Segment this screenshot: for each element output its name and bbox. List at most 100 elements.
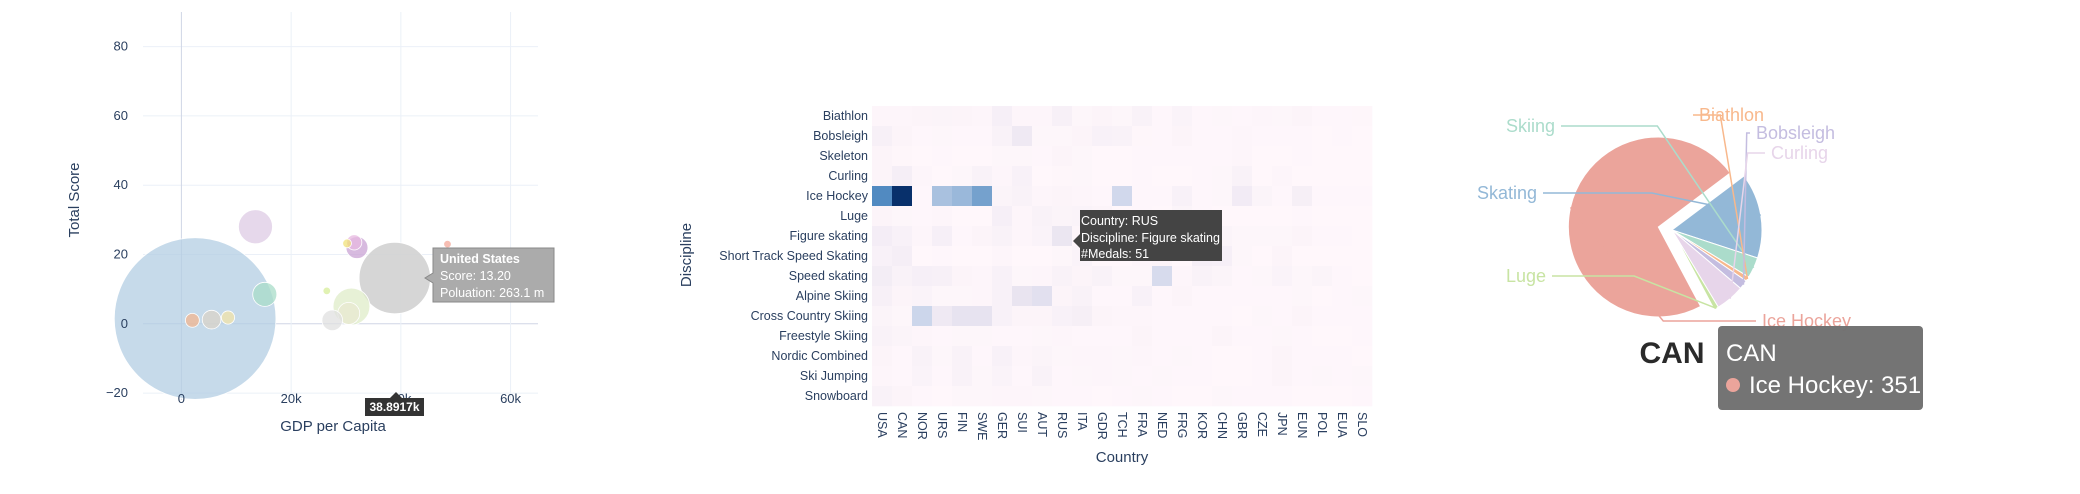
heatmap-cell[interactable] [992,126,1013,147]
heatmap-cell[interactable] [1252,326,1273,347]
heatmap-cell[interactable] [992,206,1013,227]
heatmap-cell[interactable] [1292,186,1313,207]
heatmap-cell[interactable] [872,146,893,167]
heatmap-cell[interactable] [1232,386,1253,407]
bubble-point[interactable] [201,309,222,330]
heatmap-cell[interactable] [1112,186,1133,207]
heatmap-cell[interactable] [1332,226,1353,247]
heatmap-cell[interactable] [932,206,953,227]
heatmap-cell[interactable] [1332,386,1353,407]
heatmap-cell[interactable] [1172,306,1193,327]
heatmap-cell[interactable] [1172,166,1193,187]
heatmap-cell[interactable] [932,386,953,407]
heatmap-cell[interactable] [932,106,953,127]
heatmap-cell[interactable] [1012,326,1033,347]
heatmap-cell[interactable] [912,106,933,127]
heatmap-cell[interactable] [1212,386,1233,407]
heatmap-cell[interactable] [1212,126,1233,147]
heatmap-cell[interactable] [1272,246,1293,267]
heatmap-cell[interactable] [1312,106,1333,127]
heatmap-cell[interactable] [1292,126,1313,147]
heatmap-cell[interactable] [1112,266,1133,287]
heatmap-cell[interactable] [1052,306,1073,327]
heatmap-cell[interactable] [952,266,973,287]
heatmap-cell[interactable] [892,186,913,207]
heatmap-cell[interactable] [1072,366,1093,387]
heatmap-cell[interactable] [1332,246,1353,267]
heatmap-cell[interactable] [932,186,953,207]
heatmap-cell[interactable] [892,206,913,227]
heatmap-cell[interactable] [1012,386,1033,407]
heatmap-cell[interactable] [1192,266,1213,287]
heatmap-cell[interactable] [1072,346,1093,367]
heatmap-cell[interactable] [1072,166,1093,187]
heatmap-cell[interactable] [912,246,933,267]
heatmap-cell[interactable] [1332,306,1353,327]
heatmap-cell[interactable] [952,286,973,307]
heatmap-cell[interactable] [1172,106,1193,127]
heatmap-cell[interactable] [1332,106,1353,127]
heatmap-cell[interactable] [952,366,973,387]
heatmap-cell[interactable] [1132,326,1153,347]
heatmap-cell[interactable] [1112,126,1133,147]
heatmap-cell[interactable] [1012,286,1033,307]
heatmap-cell[interactable] [1032,226,1053,247]
heatmap-cell[interactable] [1012,106,1033,127]
heatmap-cell[interactable] [892,106,913,127]
heatmap-cell[interactable] [1052,106,1073,127]
heatmap-cell[interactable] [1032,326,1053,347]
heatmap-cell[interactable] [1312,206,1333,227]
heatmap-cells[interactable] [872,106,1373,407]
heatmap-cell[interactable] [872,266,893,287]
heatmap-cell[interactable] [1212,186,1233,207]
heatmap-cell[interactable] [1352,326,1373,347]
heatmap-cell[interactable] [872,126,893,147]
heatmap-cell[interactable] [972,266,993,287]
heatmap-cell[interactable] [972,106,993,127]
heatmap-cell[interactable] [1172,126,1193,147]
heatmap-cell[interactable] [1232,206,1253,227]
heatmap-cell[interactable] [912,366,933,387]
heatmap-cell[interactable] [1092,286,1113,307]
heatmap-cell[interactable] [1312,306,1333,327]
heatmap-cell[interactable] [952,346,973,367]
heatmap-cell[interactable] [992,306,1013,327]
heatmap-cell[interactable] [1232,106,1253,127]
heatmap-cell[interactable] [912,326,933,347]
heatmap-cell[interactable] [952,126,973,147]
heatmap-cell[interactable] [892,166,913,187]
heatmap-cell[interactable] [1332,206,1353,227]
heatmap-cell[interactable] [1192,306,1213,327]
heatmap-cell[interactable] [1212,106,1233,127]
bubble-point[interactable] [252,281,278,307]
heatmap-cell[interactable] [972,206,993,227]
heatmap-cell[interactable] [1052,126,1073,147]
heatmap-cell[interactable] [972,366,993,387]
heatmap-cell[interactable] [1092,106,1113,127]
heatmap-cell[interactable] [1332,266,1353,287]
heatmap-cell[interactable] [1332,166,1353,187]
heatmap-cell[interactable] [992,106,1013,127]
heatmap-cell[interactable] [1252,206,1273,227]
heatmap-cell[interactable] [1312,266,1333,287]
heatmap-cell[interactable] [892,246,913,267]
heatmap-cell[interactable] [1152,326,1173,347]
heatmap-cell[interactable] [1032,266,1053,287]
heatmap-cell[interactable] [1212,306,1233,327]
heatmap-cell[interactable] [1072,186,1093,207]
heatmap-cell[interactable] [1132,346,1153,367]
heatmap-cell[interactable] [1172,366,1193,387]
heatmap-cell[interactable] [892,146,913,167]
heatmap-cell[interactable] [1252,126,1273,147]
pie-slices[interactable] [1567,136,1763,318]
heatmap-cell[interactable] [992,286,1013,307]
heatmap-cell[interactable] [1012,206,1033,227]
heatmap-cell[interactable] [1132,286,1153,307]
heatmap-cell[interactable] [1252,166,1273,187]
heatmap-cell[interactable] [932,326,953,347]
heatmap-cell[interactable] [952,106,973,127]
heatmap-cell[interactable] [932,366,953,387]
heatmap-cell[interactable] [1032,146,1053,167]
heatmap-cell[interactable] [1012,266,1033,287]
heatmap-cell[interactable] [1352,306,1373,327]
